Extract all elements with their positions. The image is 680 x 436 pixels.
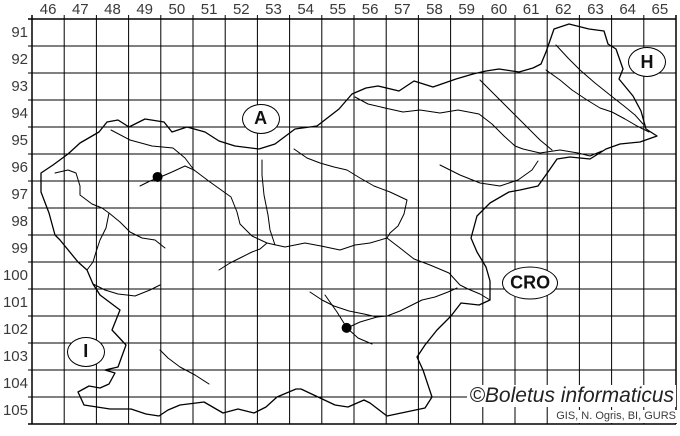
river-sava (110, 129, 491, 301)
row-label-91: 91 (11, 23, 28, 41)
river-krka (309, 287, 458, 318)
column-label-53: 53 (265, 1, 282, 18)
column-label-50: 50 (168, 1, 186, 18)
column-label-62: 62 (554, 1, 572, 18)
column-label-54: 54 (297, 1, 315, 18)
river-vipava (92, 283, 161, 297)
column-label-64: 64 (619, 1, 637, 18)
river-ledava (555, 44, 644, 125)
column-label-47: 47 (71, 1, 89, 18)
river-krka-branch (346, 316, 378, 329)
river-reka (159, 349, 210, 385)
column-label-59: 59 (458, 1, 476, 18)
row-label-105: 105 (2, 401, 28, 419)
country-label-a: A (241, 103, 280, 134)
row-label-92: 92 (11, 50, 28, 68)
column-label-60: 60 (490, 1, 508, 18)
column-label-55: 55 (329, 1, 347, 18)
row-label-94: 94 (11, 104, 28, 122)
column-label-58: 58 (426, 1, 443, 18)
slovenia-border-outline (40, 23, 658, 417)
river-pesnica (479, 79, 553, 151)
river-ljubljanica (218, 242, 268, 271)
river-savinja (293, 148, 408, 239)
column-label-63: 63 (587, 1, 604, 18)
country-label-i: I (66, 336, 105, 367)
row-label-104: 104 (2, 374, 28, 392)
country-label-cro: CRO (502, 266, 559, 300)
row-label-99: 99 (11, 239, 28, 257)
row-label-102: 102 (2, 320, 28, 338)
river-mura (545, 69, 650, 133)
country-label-h: H (628, 47, 667, 78)
column-label-48: 48 (104, 1, 121, 18)
column-label-46: 46 (39, 1, 57, 18)
column-label-49: 49 (136, 1, 154, 18)
mtb-grid-lines (28, 15, 677, 425)
row-label-98: 98 (11, 212, 28, 230)
column-label-61: 61 (522, 1, 540, 18)
row-label-103: 103 (2, 347, 28, 365)
river-temenica (324, 294, 373, 345)
row-label-93: 93 (11, 77, 28, 95)
column-label-51: 51 (200, 1, 218, 18)
river-soca (54, 169, 110, 271)
column-label-57: 57 (393, 1, 411, 18)
occurrence-dot-1 (152, 171, 163, 182)
watermark-text: ©Boletus informaticus (467, 384, 676, 407)
river-idrijca (108, 212, 166, 249)
river-kamniska-bistrica (261, 159, 276, 246)
column-label-52: 52 (232, 1, 250, 18)
river-dravinja (439, 160, 539, 187)
row-label-95: 95 (11, 131, 28, 149)
row-label-101: 101 (2, 293, 28, 311)
occurrence-dot-2 (341, 322, 352, 333)
row-label-100: 100 (2, 266, 28, 284)
column-label-65: 65 (651, 1, 669, 18)
river-sava-bohinjka (139, 165, 195, 187)
rivers (54, 44, 650, 385)
river-drava (354, 96, 603, 157)
column-label-56: 56 (361, 1, 379, 18)
row-label-96: 96 (11, 158, 28, 176)
row-label-97: 97 (11, 185, 28, 203)
attribution-text: GIS, N. Ogris, BI, GURS (555, 410, 677, 423)
occurrence-dots (152, 171, 352, 333)
